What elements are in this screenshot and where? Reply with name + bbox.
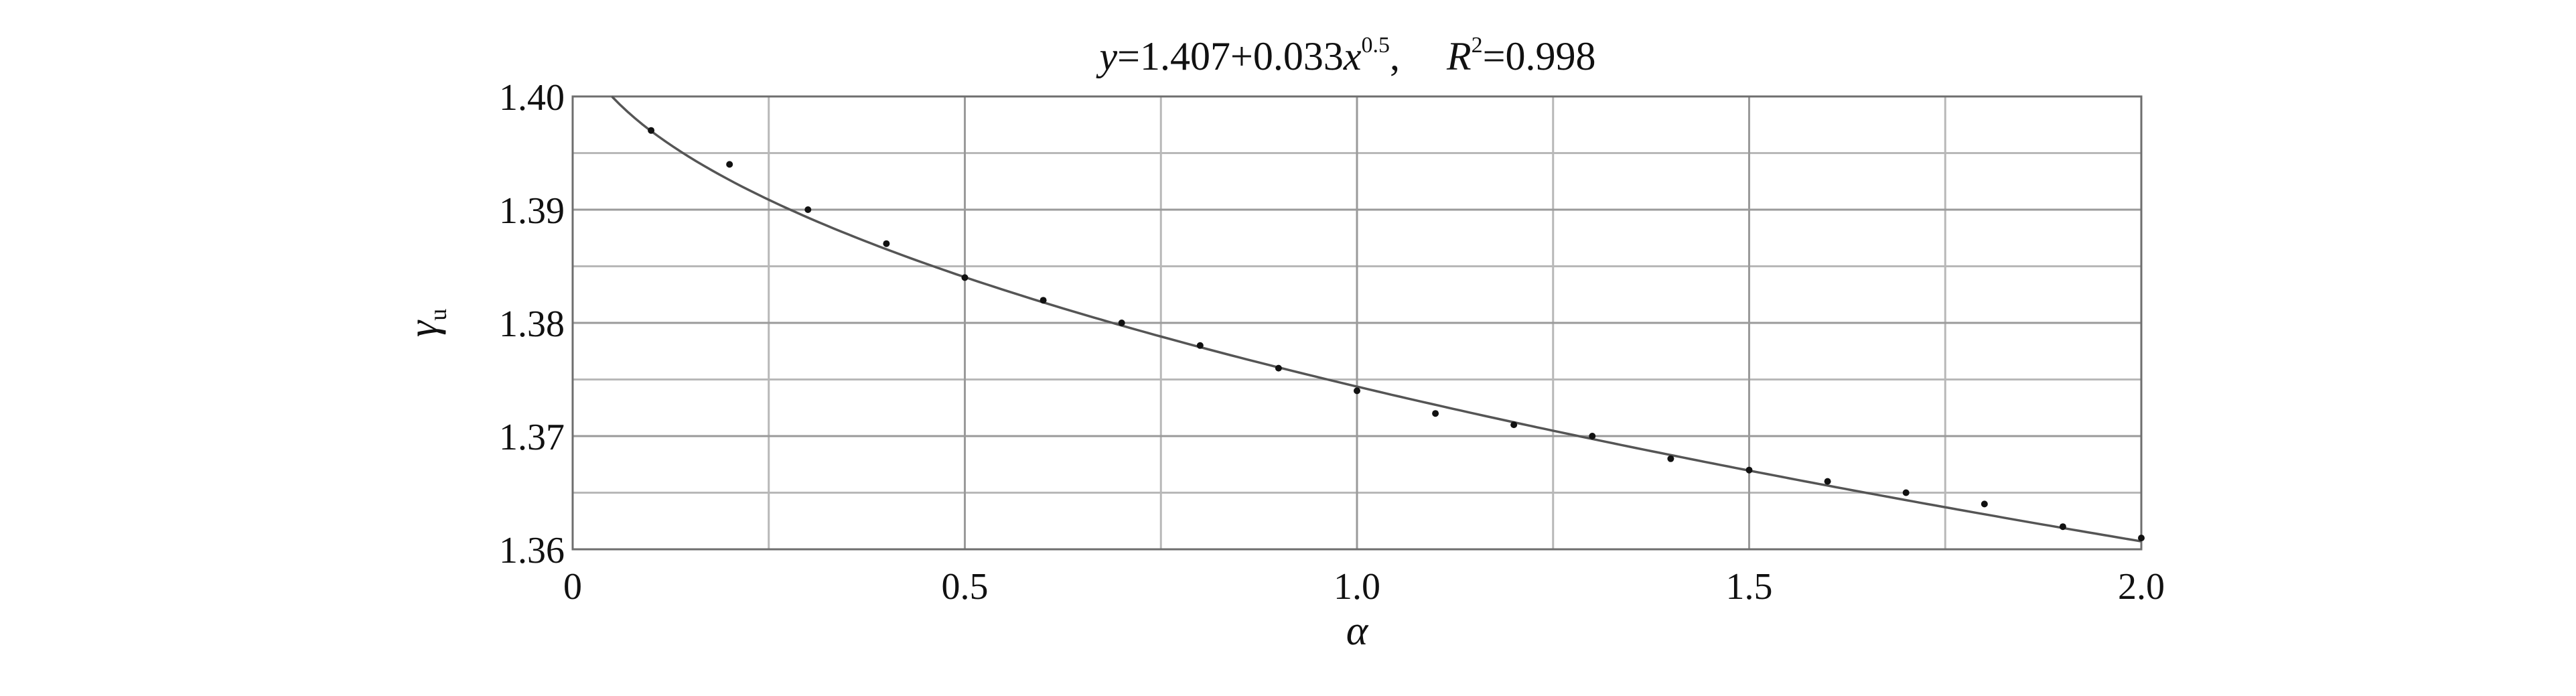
data-point	[1981, 500, 1988, 508]
data-point	[1902, 489, 1910, 496]
y-tick-label: 1.39	[499, 190, 565, 232]
data-point	[1196, 342, 1204, 349]
x-tick-label: 1.0	[1334, 566, 1380, 608]
data-point	[1275, 364, 1282, 372]
y-label-main: γ	[401, 320, 446, 337]
data-point	[648, 127, 655, 134]
y-tick-label: 1.38	[499, 303, 565, 345]
x-tick-label: 1.5	[1726, 566, 1773, 608]
data-points	[648, 127, 2145, 542]
x-tick-labels: 0 0.5 1.0 1.5 2.0	[563, 566, 2165, 608]
title-r-var: R	[1446, 34, 1472, 78]
x-tick-label: 0.5	[942, 566, 989, 608]
x-tick-label: 0	[563, 566, 582, 608]
data-point	[2138, 535, 2145, 542]
data-point	[1745, 466, 1753, 474]
y-tick-label: 1.37	[499, 417, 565, 458]
title-r-value: =0.998	[1483, 34, 1596, 78]
data-point	[1667, 455, 1674, 462]
plot-frame	[571, 95, 2143, 551]
title-y-var: y	[1096, 34, 1118, 78]
x-axis-label: α	[1346, 608, 1369, 654]
data-point	[726, 161, 733, 168]
data-point	[804, 206, 812, 213]
data-point	[1118, 320, 1125, 326]
grid	[571, 95, 2143, 551]
data-point	[1589, 433, 1596, 439]
data-point	[1040, 297, 1047, 304]
title-exponent: 0.5	[1361, 33, 1390, 58]
data-point	[961, 274, 969, 281]
title-equation: =1.407+0.033	[1117, 34, 1344, 78]
data-point	[1432, 410, 1439, 417]
title-comma: ,	[1390, 34, 1400, 78]
y-tick-label: 1.36	[499, 530, 565, 571]
data-point	[1510, 421, 1518, 429]
fit-curve	[611, 95, 2142, 543]
y-tick-label: 1.40	[499, 77, 565, 119]
title-x-var: x	[1343, 34, 1362, 78]
data-point	[1354, 387, 1360, 395]
data-point	[1824, 478, 1831, 485]
chart-title: y=1.407+0.033x0.5, R2=0.998	[1096, 33, 1596, 78]
y-tick-labels: 1.36 1.37 1.38 1.39 1.40	[499, 77, 565, 571]
data-point	[883, 240, 890, 247]
y-axis-label: γu	[401, 309, 451, 337]
y-label-sub: u	[425, 309, 451, 321]
title-r-sup: 2	[1472, 33, 1483, 58]
data-point	[2059, 523, 2066, 531]
x-tick-label: 2.0	[2118, 566, 2165, 608]
